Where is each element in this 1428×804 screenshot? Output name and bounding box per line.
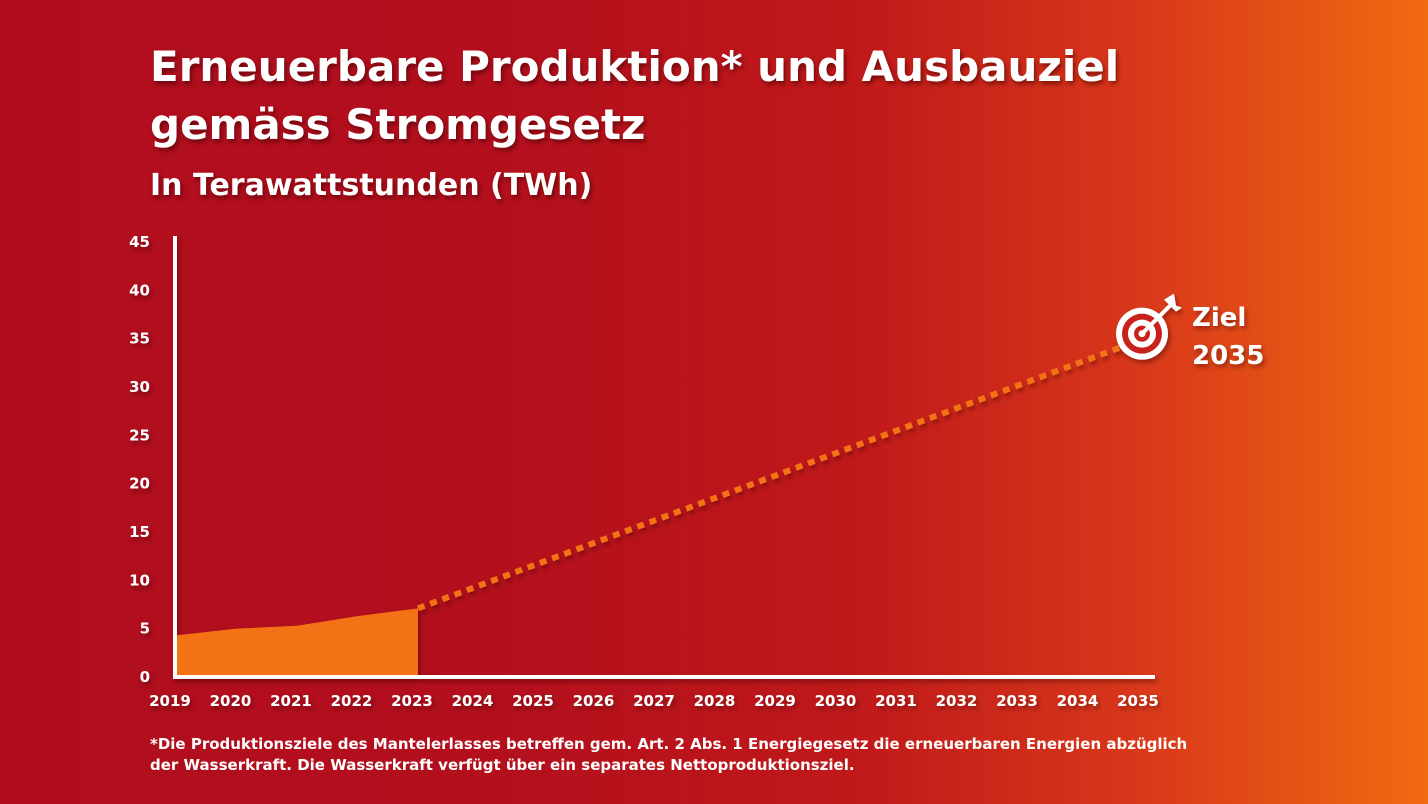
target-icon [1116, 293, 1182, 360]
y-tick-label-35: 35 [129, 330, 150, 348]
goal-label-year: 2035 [1192, 341, 1264, 371]
x-tick-label-2023: 2023 [391, 692, 433, 710]
y-tick-label-5: 5 [140, 620, 150, 638]
x-tick-label-2027: 2027 [633, 692, 675, 710]
x-tick-label-2034: 2034 [1057, 692, 1099, 710]
x-tick-label-2032: 2032 [936, 692, 978, 710]
y-tick-label-45: 45 [129, 233, 150, 251]
x-tick-label-2020: 2020 [210, 692, 252, 710]
y-tick-label-15: 15 [129, 523, 150, 541]
y-tick-label-30: 30 [129, 378, 150, 396]
production-area [176, 608, 418, 676]
x-tick-label-2024: 2024 [452, 692, 494, 710]
chart-title: Erneuerbare Produktion* und Ausbauziel g… [150, 42, 1120, 149]
x-tick-label-2028: 2028 [694, 692, 736, 710]
y-tick-label-10: 10 [129, 571, 150, 589]
y-tick-label-25: 25 [129, 426, 150, 444]
x-tick-label-2026: 2026 [573, 692, 615, 710]
x-tick-label-2021: 2021 [270, 692, 312, 710]
x-tick-label-2019: 2019 [149, 692, 191, 710]
chart-subtitle: In Terawattstunden (TWh) [150, 168, 593, 203]
x-tick-label-2029: 2029 [754, 692, 796, 710]
y-tick-label-0: 0 [140, 668, 150, 686]
x-tick-label-2031: 2031 [875, 692, 917, 710]
target-dotted-line [416, 338, 1138, 612]
goal-label-ziel: Ziel [1192, 303, 1246, 333]
x-tick-label-2022: 2022 [331, 692, 373, 710]
y-tick-label-40: 40 [129, 281, 150, 299]
x-tick-label-2035: 2035 [1117, 692, 1159, 710]
y-tick-label-20: 20 [129, 475, 150, 493]
x-tick-label-2025: 2025 [512, 692, 554, 710]
x-tick-label-2030: 2030 [815, 692, 857, 710]
footnote: *Die Produktionsziele des Mantelerlasses… [150, 735, 1188, 774]
x-tick-label-2033: 2033 [996, 692, 1038, 710]
